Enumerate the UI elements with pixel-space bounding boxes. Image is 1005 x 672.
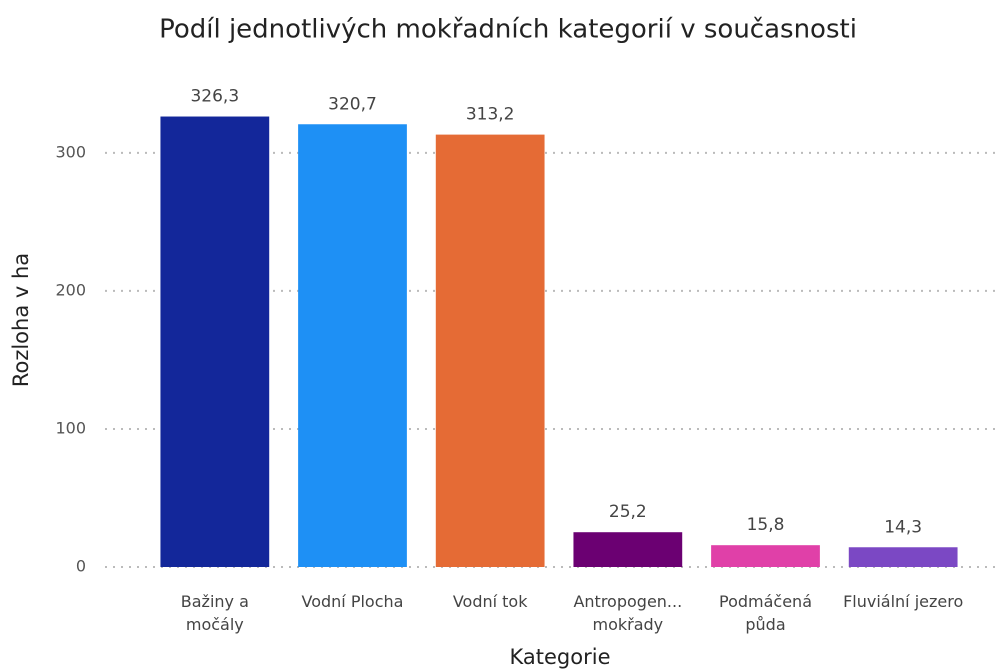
bar — [160, 116, 270, 567]
x-tick-label: Antropogen... mokřady — [573, 592, 683, 634]
y-tick-label: 200 — [55, 280, 86, 299]
x-tick-label: Bažiny a močály — [180, 592, 249, 634]
value-label: 313,2 — [466, 105, 515, 125]
x-tick-label: Podmáčená půda — [719, 592, 812, 634]
y-axis-label: Rozloha v ha — [9, 253, 33, 387]
x-tick-label: Fluviální jezero — [843, 592, 964, 611]
bar — [298, 124, 407, 568]
x-tick-label: Vodní tok — [452, 592, 528, 611]
bar — [848, 547, 958, 567]
bar — [711, 545, 820, 567]
y-tick-label: 100 — [55, 418, 86, 437]
bar — [573, 532, 683, 567]
value-label: 25,2 — [609, 502, 647, 522]
y-tick-label: 300 — [55, 142, 86, 161]
chart-title: Podíl jednotlivých mokřadních kategorií … — [159, 15, 857, 45]
bar — [435, 134, 545, 568]
value-label: 320,7 — [328, 94, 377, 114]
x-axis-label: Kategorie — [510, 645, 611, 669]
value-label: 326,3 — [190, 87, 239, 107]
value-label: 14,3 — [884, 517, 922, 537]
y-tick-label: 0 — [76, 557, 86, 576]
x-tick-label: Vodní Plocha — [301, 592, 404, 611]
value-label: 15,8 — [747, 515, 785, 535]
